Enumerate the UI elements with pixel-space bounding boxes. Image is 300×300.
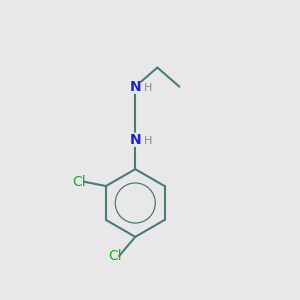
Text: H: H bbox=[144, 136, 152, 146]
Circle shape bbox=[129, 80, 142, 93]
Text: Cl: Cl bbox=[73, 175, 86, 189]
Text: Cl: Cl bbox=[108, 249, 122, 263]
Circle shape bbox=[129, 133, 142, 146]
Text: H: H bbox=[144, 83, 152, 93]
Text: N: N bbox=[130, 133, 141, 147]
Text: N: N bbox=[130, 80, 141, 94]
